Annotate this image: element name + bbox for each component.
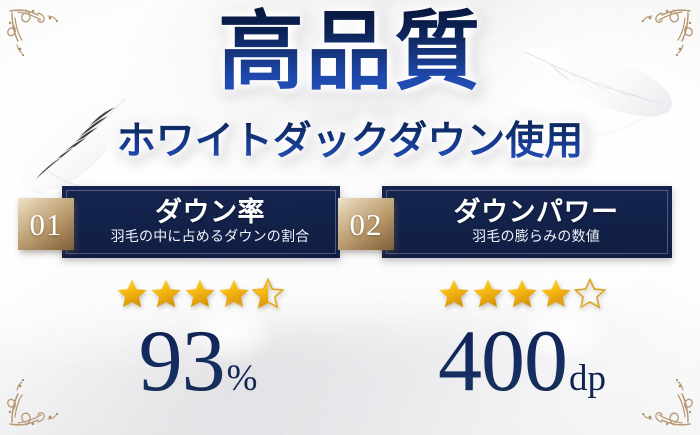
feature-title-1: ダウン率 — [155, 197, 265, 228]
star-full-icon — [219, 279, 249, 308]
page-subtitle: ホワイトダックダウン使用 — [109, 110, 591, 166]
feature-value-unit-1: % — [226, 358, 258, 399]
headline-container: 高品質 — [0, 6, 700, 99]
feature-badge-number-2: 02 — [349, 206, 383, 242]
star-full-icon — [151, 279, 181, 308]
feature-subtitle-1: 羽毛の中に占めるダウンの割合 — [110, 228, 310, 245]
star-full-icon — [117, 279, 147, 308]
feature-value-unit-2: dp — [569, 358, 606, 399]
feature-panel-2: 02 ダウンパワー 羽毛の膨らみの数値 — [338, 186, 672, 258]
feature-badge-1: 01 — [18, 198, 74, 250]
feature-value-number-1: 93 — [138, 313, 226, 410]
feature-panel-text-1: ダウン率 羽毛の中に占めるダウンの割合 — [62, 198, 340, 246]
feature-badge-2: 02 — [338, 198, 394, 250]
feature-value-2: 400 dp — [372, 318, 672, 406]
subheadline-container: ホワイトダックダウン使用 — [0, 110, 700, 166]
feature-subtitle-2: 羽毛の膨らみの数値 — [472, 228, 600, 245]
star-rating-2 — [382, 278, 662, 309]
feature-value-1: 93 % — [48, 318, 348, 406]
star-half-icon — [252, 278, 284, 309]
feature-title-2: ダウンパワー — [453, 197, 619, 228]
star-full-icon — [473, 279, 503, 308]
feature-badge-number-1: 01 — [29, 206, 63, 242]
star-empty-icon — [574, 278, 606, 309]
feature-panel-1: 01 ダウン率 羽毛の中に占めるダウンの割合 — [18, 186, 340, 258]
star-full-icon — [507, 279, 537, 308]
star-full-icon — [439, 279, 469, 308]
star-full-icon — [185, 279, 215, 308]
feature-panel-text-2: ダウンパワー 羽毛の膨らみの数値 — [382, 198, 672, 246]
star-rating-1 — [60, 278, 340, 309]
star-full-icon — [541, 279, 571, 308]
feature-value-number-2: 400 — [438, 313, 568, 410]
page-title: 高品質 — [208, 6, 492, 99]
